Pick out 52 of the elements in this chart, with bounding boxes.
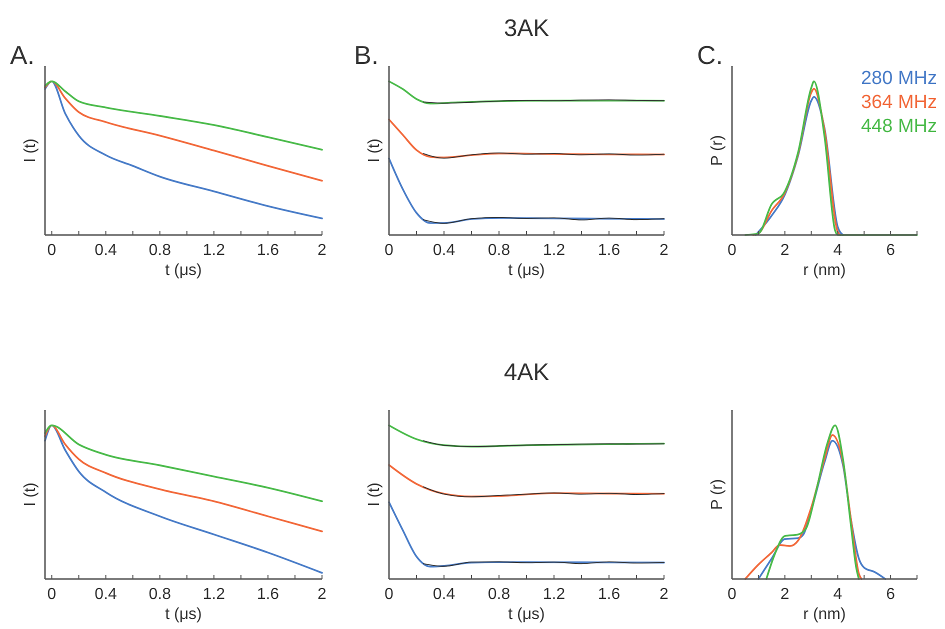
x-tick-label: 0.4 — [94, 242, 118, 259]
x-tick-label: 0 — [384, 242, 394, 259]
x-tick-label: 1.2 — [202, 586, 226, 603]
x-tick-label: 0.8 — [148, 586, 172, 603]
x-tick-label: 0.8 — [488, 586, 510, 603]
x-tick-label: 1.6 — [256, 242, 280, 259]
x-tick-label: 2 — [660, 586, 669, 603]
x-tick-label: 0.8 — [488, 242, 510, 259]
x-tick-label: 1.6 — [598, 586, 620, 603]
y-axis-title: P (r) — [709, 479, 726, 510]
x-axis-title: r (nm) — [803, 262, 846, 279]
x-axis-title: t (μs) — [508, 606, 545, 623]
y-axis-title: I (t) — [366, 482, 383, 506]
text: 280 MHz — [860, 68, 937, 89]
x-tick-label: 2 — [318, 242, 327, 259]
x-tick-label: 6 — [886, 242, 896, 259]
x-tick-label: 0 — [47, 586, 56, 603]
x-axis-title: t (μs) — [165, 262, 202, 279]
chart-title: 4AK — [504, 359, 550, 386]
x-tick-label: 0 — [728, 586, 737, 603]
x-axis-title: r (nm) — [803, 606, 846, 623]
x-tick-label: 6 — [886, 586, 896, 603]
y-axis-title: I (t) — [22, 138, 39, 162]
x-tick-label: 1.6 — [598, 242, 620, 259]
x-tick-label: 0.4 — [432, 242, 456, 259]
text: C. — [697, 40, 723, 70]
x-tick-label: 0 — [384, 586, 394, 603]
x-tick-label: 0.8 — [148, 242, 172, 259]
text: 364 MHz — [860, 92, 937, 113]
x-tick-label: 1.2 — [202, 242, 226, 259]
x-tick-label: 0.4 — [432, 586, 456, 603]
y-axis-title: I (t) — [22, 482, 39, 506]
x-tick-label: 2 — [780, 242, 790, 259]
x-tick-label: 1.2 — [542, 586, 566, 603]
text: A. — [10, 40, 35, 70]
x-tick-label: 2 — [318, 586, 327, 603]
text: B. — [354, 40, 379, 70]
x-tick-label: 0 — [47, 242, 56, 259]
series-label: 448 MHz — [860, 116, 937, 137]
x-tick-label: 1.2 — [542, 242, 566, 259]
x-tick-label: 2 — [660, 242, 669, 259]
y-axis-title: P (r) — [709, 135, 726, 166]
chart-title: 3AK — [504, 15, 550, 42]
y-axis-title: I (t) — [366, 138, 383, 162]
x-axis-title: t (μs) — [508, 262, 545, 279]
x-tick-label: 0.4 — [94, 586, 118, 603]
x-tick-label: 4 — [833, 242, 842, 259]
x-tick-label: 1.6 — [256, 586, 280, 603]
x-tick-label: 2 — [780, 586, 790, 603]
x-tick-label: 4 — [833, 586, 842, 603]
x-tick-label: 0 — [728, 242, 737, 259]
x-axis-title: t (μs) — [165, 606, 202, 623]
